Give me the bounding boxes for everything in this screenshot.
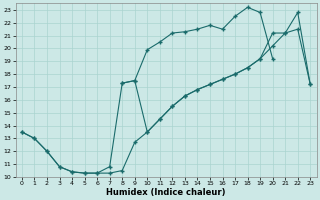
X-axis label: Humidex (Indice chaleur): Humidex (Indice chaleur) xyxy=(106,188,226,197)
